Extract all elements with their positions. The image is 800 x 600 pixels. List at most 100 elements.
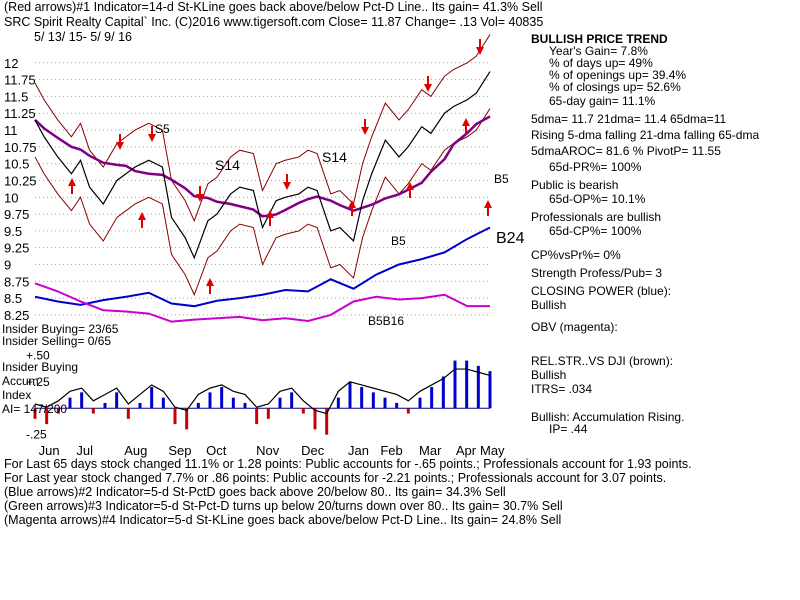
footer-65day: For Last 65 days stock changed 11.1% or … xyxy=(4,457,692,471)
accum-label: Accum xyxy=(2,374,39,388)
series-line-closing-power xyxy=(34,226,491,308)
red-arrow-icon xyxy=(424,76,432,92)
price-tick-label: 9.75 xyxy=(4,207,29,222)
obv-title: OBV (magenta): xyxy=(531,320,618,334)
price-tick-label: 8.75 xyxy=(4,274,29,289)
signal-b5-right: B5 xyxy=(494,172,509,186)
stat-year-gain: Year's Gain= 7.8% xyxy=(549,44,648,58)
month-label: Oct xyxy=(206,443,227,458)
accum-tick-label: -.25 xyxy=(26,428,47,442)
red-arrow-icon xyxy=(116,134,124,150)
signal-s14: S14 xyxy=(215,157,240,173)
relstr-value: Bullish xyxy=(531,368,567,382)
price-tick-label: 9.5 xyxy=(4,224,22,239)
chart-header-symbol: SRC Spirit Realty Capital` Inc. (C)2016 … xyxy=(4,15,544,29)
red-arrow-icon xyxy=(283,174,291,190)
arrow-markers xyxy=(68,39,492,294)
price-tick-label: 11.75 xyxy=(4,73,36,88)
cp-value: 65d-CP%= 100% xyxy=(549,224,642,238)
red-up-arrow-icon xyxy=(462,118,470,134)
signal-s14-second: S14 xyxy=(322,149,347,165)
month-label: Jun xyxy=(39,443,60,458)
red-up-arrow-icon xyxy=(348,200,356,216)
accum-line xyxy=(34,368,491,415)
index-label: Index xyxy=(2,388,32,402)
dma-values: 5dma= 11.7 21dma= 11.4 65dma=11 xyxy=(531,112,727,126)
closing-power-title: CLOSING POWER (blue): xyxy=(531,284,672,298)
accum-tick-label: +.50 xyxy=(26,348,50,362)
red-up-arrow-icon xyxy=(68,178,76,194)
accum-status: Bullish: Accumulation Rising. xyxy=(531,410,685,424)
chart-grid xyxy=(35,62,490,409)
red-arrow-icon xyxy=(196,186,204,202)
series-line-price xyxy=(34,71,491,260)
month-label: Aug xyxy=(124,443,147,458)
accum-title: Insider Buying xyxy=(2,360,79,374)
pros-bullish: Professionals are bullish xyxy=(531,210,662,224)
red-arrow-icon xyxy=(148,126,156,142)
pr-value: 65d-PR%= 100% xyxy=(549,160,642,174)
trend-title: BULLISH PRICE TREND xyxy=(531,32,668,46)
red-up-arrow-icon xyxy=(266,210,274,226)
accum-tick-label: +.25 xyxy=(26,375,50,389)
public-bearish: Public is bearish xyxy=(531,178,619,192)
signal-b16: B5B16 xyxy=(368,314,405,328)
lower-band xyxy=(34,108,491,297)
signal-s5: S5 xyxy=(155,122,170,136)
strength-ratio: Strength Profess/Pub= 3 xyxy=(531,266,663,280)
series-line-obv xyxy=(34,282,490,323)
price-tick-label: 8.5 xyxy=(4,291,22,306)
relstr-title: REL.STR..VS DJI (brown): xyxy=(531,354,674,368)
signal-b24: B24 xyxy=(496,230,525,247)
red-up-arrow-icon xyxy=(484,200,492,216)
month-label: Apr xyxy=(456,443,477,458)
ip-value: IP= .44 xyxy=(549,422,588,436)
price-tick-label: 12 xyxy=(4,56,18,71)
month-label: Mar xyxy=(419,443,442,458)
price-tick-label: 11.5 xyxy=(4,89,28,104)
cp-vs-pr: CP%vsPr%= 0% xyxy=(531,248,621,262)
month-label: May xyxy=(480,443,505,458)
chart-header-indicator: (Red arrows)#1 Indicator=14-d St-KLine g… xyxy=(4,0,543,14)
upper-band xyxy=(34,34,491,223)
date-range: 5/ 13/ 15- 5/ 9/ 16 xyxy=(34,30,132,44)
footer-magenta-arrows: (Magenta arrows)#4 Indicator=5-d St-KLin… xyxy=(4,513,562,527)
stat-65day-gain: 65-day gain= 11.1% xyxy=(549,94,656,108)
price-tick-label: 9.25 xyxy=(4,241,29,256)
price-tick-label: 10 xyxy=(4,190,18,205)
chart-series xyxy=(34,34,491,323)
itrs-value: ITRS= .034 xyxy=(531,382,593,396)
footer-blue-arrows: (Blue arrows)#2 Indicator=5-d St-PctD go… xyxy=(4,485,506,499)
red-up-arrow-icon xyxy=(138,212,146,228)
month-label: Jul xyxy=(76,443,93,458)
month-label: Sep xyxy=(168,443,191,458)
insider-buying: Insider Buying= 23/65 xyxy=(2,322,119,336)
month-label: Dec xyxy=(301,443,325,458)
ai-value: AI= 147/200 xyxy=(2,402,68,416)
closing-power-value: Bullish xyxy=(531,298,567,312)
insider-selling: Insider Selling= 0/65 xyxy=(2,334,112,348)
red-arrow-icon xyxy=(476,39,484,55)
stat-openings-up: % of openings up= 39.4% xyxy=(549,68,687,82)
month-label: Feb xyxy=(380,443,402,458)
price-tick-label: 11 xyxy=(4,123,18,138)
price-tick-label: 10.25 xyxy=(4,173,37,188)
price-tick-label: 9 xyxy=(4,257,11,272)
month-label: Jan xyxy=(348,443,369,458)
price-tick-label: 8.25 xyxy=(4,308,29,323)
price-tick-label: 11.25 xyxy=(4,106,36,121)
price-tick-label: 10.75 xyxy=(4,140,37,155)
accumulation-index xyxy=(33,360,492,435)
dma-direction: Rising 5-dma falling 21-dma falling 65-d… xyxy=(531,128,760,142)
month-axis: Jun Jul Aug Sep Oct Nov Dec Jan Feb Mar Apr May xyxy=(39,443,505,458)
aroc-pivot: 5dmaAROC= 81.6 % PivotP= 11.55 xyxy=(531,144,721,158)
red-up-arrow-icon xyxy=(406,182,414,198)
op-value: 65d-OP%= 10.1% xyxy=(549,192,646,206)
month-label: Nov xyxy=(256,443,280,458)
stat-days-up: % of days up= 49% xyxy=(549,56,653,70)
red-arrow-icon xyxy=(361,119,369,135)
red-up-arrow-icon xyxy=(206,278,214,294)
footer-year: For Last year stock changed 7.7% or .86 … xyxy=(4,471,667,485)
